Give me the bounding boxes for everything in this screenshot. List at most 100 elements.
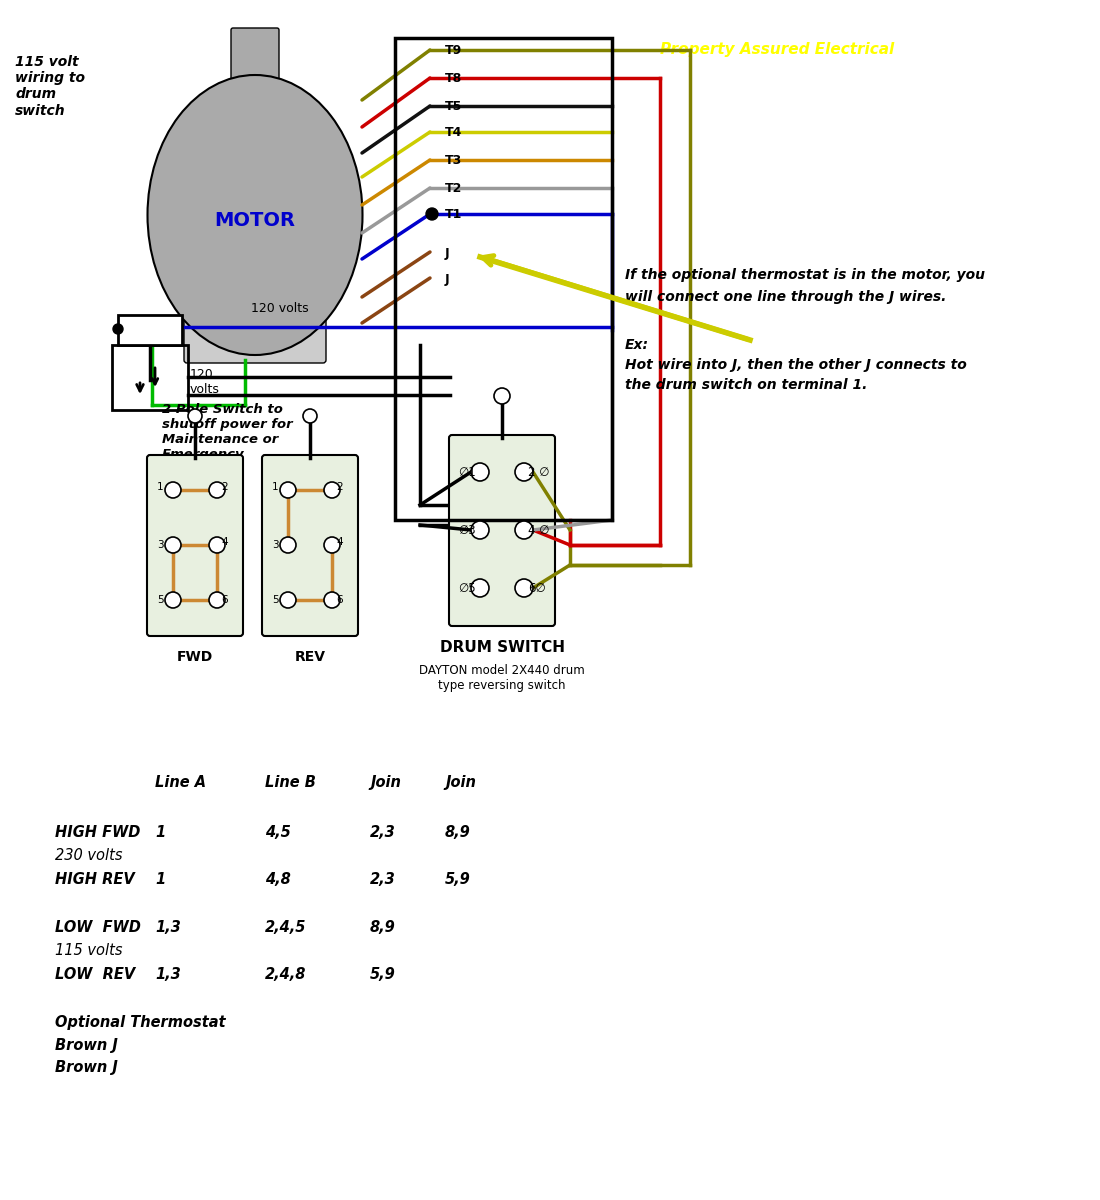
Text: T9: T9 xyxy=(446,44,462,58)
Text: Brown J: Brown J xyxy=(55,1038,118,1054)
Text: 115 volts: 115 volts xyxy=(55,943,122,958)
Text: the drum switch on terminal 1.: the drum switch on terminal 1. xyxy=(625,378,868,392)
Text: 120 volts: 120 volts xyxy=(251,302,309,314)
Text: 1: 1 xyxy=(155,826,165,840)
Text: will connect one line through the J wires.: will connect one line through the J wire… xyxy=(625,290,946,304)
Text: Ex:: Ex: xyxy=(625,338,649,352)
Text: REV: REV xyxy=(295,650,326,664)
Text: T5: T5 xyxy=(446,101,462,114)
Text: 120
volts: 120 volts xyxy=(190,368,220,396)
Text: T2: T2 xyxy=(446,182,462,196)
Circle shape xyxy=(280,482,296,498)
Text: If the optional thermostat is in the motor, you: If the optional thermostat is in the mot… xyxy=(625,268,984,282)
Text: 1: 1 xyxy=(157,482,164,492)
Text: DAYTON model 2X440 drum
type reversing switch: DAYTON model 2X440 drum type reversing s… xyxy=(419,664,585,692)
Text: J: J xyxy=(446,246,450,259)
Circle shape xyxy=(426,208,438,220)
FancyBboxPatch shape xyxy=(231,28,279,86)
Bar xyxy=(395,38,612,520)
Text: 2,4,8: 2,4,8 xyxy=(265,967,307,982)
Text: 1: 1 xyxy=(155,872,165,887)
Text: 3: 3 xyxy=(157,540,164,550)
Text: 115 volt
wiring to
drum
switch: 115 volt wiring to drum switch xyxy=(15,55,85,118)
Text: FWD: FWD xyxy=(177,650,213,664)
Circle shape xyxy=(209,592,226,608)
Circle shape xyxy=(188,409,202,422)
Text: Line B: Line B xyxy=(265,775,316,790)
Text: 5,9: 5,9 xyxy=(370,967,396,982)
Text: 230 volts: 230 volts xyxy=(55,848,122,863)
Text: 4 ∅: 4 ∅ xyxy=(528,523,550,536)
Text: 2: 2 xyxy=(336,482,342,492)
Text: 5: 5 xyxy=(157,595,164,605)
Text: 2,3: 2,3 xyxy=(370,872,396,887)
Circle shape xyxy=(209,538,226,553)
Circle shape xyxy=(471,463,490,481)
Text: 1: 1 xyxy=(272,482,278,492)
Text: 1,3: 1,3 xyxy=(155,967,180,982)
Text: Join: Join xyxy=(370,775,400,790)
Text: 1,3: 1,3 xyxy=(155,920,180,935)
Text: LOW  REV: LOW REV xyxy=(55,967,135,982)
Text: 4: 4 xyxy=(221,538,228,547)
Text: Optional Thermostat: Optional Thermostat xyxy=(55,1015,225,1030)
Text: 5,9: 5,9 xyxy=(446,872,471,887)
Text: MOTOR: MOTOR xyxy=(214,210,296,229)
Text: 6: 6 xyxy=(221,595,228,605)
Text: 2,4,5: 2,4,5 xyxy=(265,920,307,935)
FancyBboxPatch shape xyxy=(184,317,326,362)
Circle shape xyxy=(280,592,296,608)
Bar xyxy=(112,346,188,410)
Text: 6: 6 xyxy=(336,595,342,605)
Circle shape xyxy=(302,409,317,422)
Text: T4: T4 xyxy=(446,126,462,139)
Bar xyxy=(118,314,182,346)
Text: 8,9: 8,9 xyxy=(370,920,396,935)
Text: 2: 2 xyxy=(221,482,228,492)
Text: LOW  FWD: LOW FWD xyxy=(55,920,141,935)
Text: Hot wire into J, then the other J connects to: Hot wire into J, then the other J connec… xyxy=(625,358,967,372)
Circle shape xyxy=(324,538,340,553)
Circle shape xyxy=(113,324,123,334)
Text: 5: 5 xyxy=(272,595,278,605)
Text: HIGH FWD: HIGH FWD xyxy=(55,826,141,840)
Text: ∅3: ∅3 xyxy=(458,523,475,536)
Text: T3: T3 xyxy=(446,155,462,168)
Circle shape xyxy=(165,592,182,608)
Text: T8: T8 xyxy=(446,72,462,85)
Text: 2,3: 2,3 xyxy=(370,826,396,840)
FancyBboxPatch shape xyxy=(147,455,243,636)
Ellipse shape xyxy=(147,74,363,355)
Circle shape xyxy=(324,592,340,608)
Text: 4,5: 4,5 xyxy=(265,826,290,840)
FancyBboxPatch shape xyxy=(262,455,358,636)
Text: Line A: Line A xyxy=(155,775,206,790)
Circle shape xyxy=(209,482,226,498)
Text: Join: Join xyxy=(446,775,476,790)
Circle shape xyxy=(471,521,490,539)
Circle shape xyxy=(165,482,182,498)
Circle shape xyxy=(324,482,340,498)
Text: 4: 4 xyxy=(336,538,342,547)
Text: 2 ∅: 2 ∅ xyxy=(528,466,550,479)
Text: HIGH REV: HIGH REV xyxy=(55,872,134,887)
Text: 8,9: 8,9 xyxy=(446,826,471,840)
Text: 2 Pole Switch to
shutoff power for
Maintenance or
Emergency: 2 Pole Switch to shutoff power for Maint… xyxy=(162,403,293,461)
Text: ∅5: ∅5 xyxy=(458,582,475,594)
Text: Property Assured Electrical: Property Assured Electrical xyxy=(660,42,894,56)
Circle shape xyxy=(494,388,510,404)
Text: T1: T1 xyxy=(446,209,462,222)
Circle shape xyxy=(515,578,534,596)
Text: J: J xyxy=(446,272,450,286)
Text: ∅1: ∅1 xyxy=(458,466,475,479)
Text: Brown J: Brown J xyxy=(55,1060,118,1075)
Text: 6∅: 6∅ xyxy=(528,582,546,594)
Circle shape xyxy=(471,578,490,596)
Text: 3: 3 xyxy=(272,540,278,550)
Circle shape xyxy=(280,538,296,553)
Text: DRUM SWITCH: DRUM SWITCH xyxy=(440,640,564,655)
Text: 4,8: 4,8 xyxy=(265,872,290,887)
Circle shape xyxy=(515,521,534,539)
Circle shape xyxy=(515,463,534,481)
Circle shape xyxy=(165,538,182,553)
